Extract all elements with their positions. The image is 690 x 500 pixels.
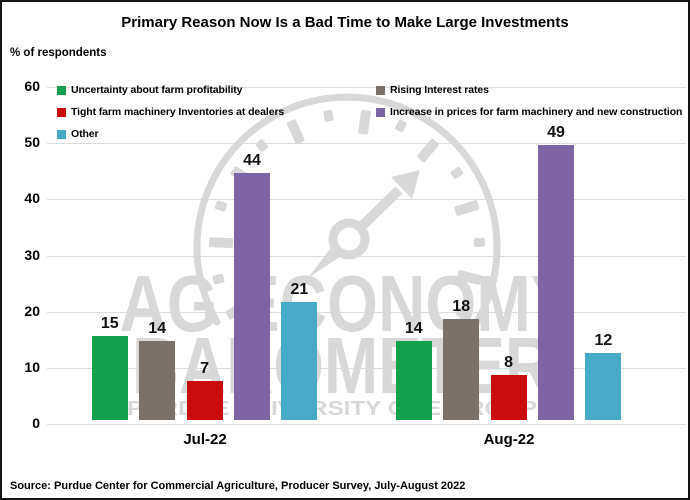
chart-title: Primary Reason Now Is a Bad Time to Make… xyxy=(121,14,569,31)
x-axis-label: Jul-22 xyxy=(183,431,227,448)
legend-label: Rising Interest rates xyxy=(390,84,489,96)
legend-item-other: Other xyxy=(57,128,99,140)
gauge-needle-arrowhead xyxy=(391,170,420,199)
y-axis-tick-label: 40 xyxy=(24,190,40,207)
x-axis-label: Aug-22 xyxy=(483,431,535,448)
gridline xyxy=(47,424,686,425)
gridline xyxy=(47,311,686,313)
gridline xyxy=(47,143,686,145)
bar xyxy=(91,335,128,420)
legend-item-uncertainty: Uncertainty about farm profitability xyxy=(57,84,243,96)
bar xyxy=(585,352,622,420)
legend-swatch-blue xyxy=(57,129,66,139)
bar-value-label: 8 xyxy=(504,354,514,372)
legend-swatch-green xyxy=(57,85,66,95)
y-axis-tick-label: 20 xyxy=(24,302,40,319)
gridline xyxy=(47,255,686,257)
y-axis-tick-label: 50 xyxy=(24,134,40,151)
watermark-line1: AG ECONOMY xyxy=(120,259,575,348)
legend-swatch-purple xyxy=(376,107,385,117)
legend-label: Tight farm machinery Inventories at deal… xyxy=(71,106,285,118)
legend-swatch-gray xyxy=(376,85,385,95)
bar xyxy=(538,144,574,420)
legend-item-interest-rates: Rising Interest rates xyxy=(376,84,489,96)
gauge-needle-shaft xyxy=(356,186,403,232)
y-axis-tick-label: 0 xyxy=(32,415,40,431)
y-axis-unit-label: % of respondents xyxy=(10,47,107,59)
bar-value-label: 14 xyxy=(148,320,167,338)
bar-value-label: 21 xyxy=(290,281,309,299)
bar-value-label: 49 xyxy=(547,123,565,141)
y-axis-tick-label: 60 xyxy=(24,78,40,94)
bar xyxy=(186,380,223,420)
legend-item-price-increase: Increase in prices for farm machinery an… xyxy=(376,106,682,118)
bar-value-label: 12 xyxy=(594,331,613,349)
y-axis-tick-label: 10 xyxy=(24,358,40,375)
legend-label: Uncertainty about farm profitability xyxy=(71,84,243,96)
gauge-needle-hub xyxy=(328,218,370,260)
bar xyxy=(234,172,270,420)
bar xyxy=(395,341,432,420)
legend-label: Increase in prices for farm machinery an… xyxy=(390,106,683,118)
bar-value-label: 15 xyxy=(100,314,119,332)
gridline xyxy=(47,199,686,201)
gauge-needle-tail xyxy=(308,245,343,278)
legend-swatch-red xyxy=(57,107,66,117)
bar-value-label: 7 xyxy=(200,359,210,377)
y-axis-tick-label: 30 xyxy=(24,246,40,263)
bar-value-label: 14 xyxy=(404,320,423,338)
bar xyxy=(139,341,176,420)
bar-value-label: 18 xyxy=(452,297,471,315)
gridline xyxy=(47,367,686,369)
bar xyxy=(281,302,318,420)
bar-value-label: 44 xyxy=(243,151,261,169)
gridline xyxy=(47,87,686,88)
legend-item-inventories: Tight farm machinery Inventories at deal… xyxy=(57,106,284,118)
bar xyxy=(443,318,480,420)
source-citation: Source: Purdue Center for Commercial Agr… xyxy=(10,480,466,492)
bar xyxy=(490,375,527,420)
legend-label: Other xyxy=(71,128,99,140)
